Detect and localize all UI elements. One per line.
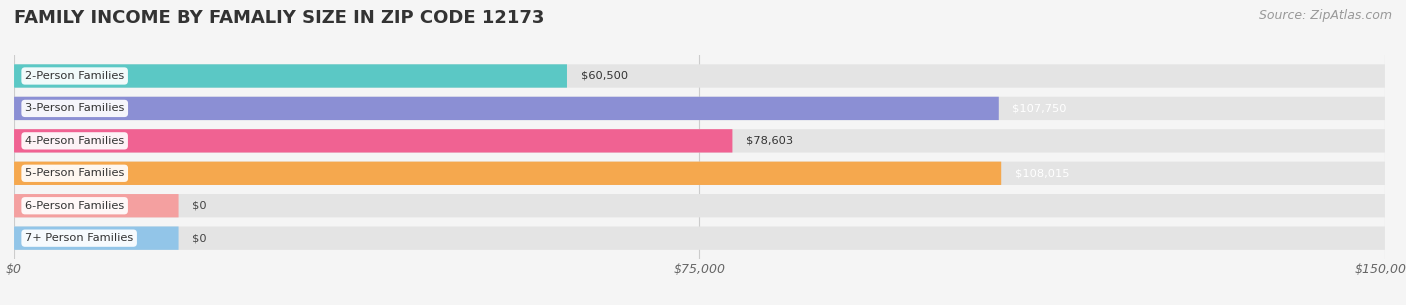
- Text: Source: ZipAtlas.com: Source: ZipAtlas.com: [1258, 9, 1392, 22]
- Text: FAMILY INCOME BY FAMALIY SIZE IN ZIP CODE 12173: FAMILY INCOME BY FAMALIY SIZE IN ZIP COD…: [14, 9, 544, 27]
- Text: $108,015: $108,015: [1015, 168, 1070, 178]
- Text: 4-Person Families: 4-Person Families: [25, 136, 124, 146]
- Text: 2-Person Families: 2-Person Families: [25, 71, 124, 81]
- Text: $60,500: $60,500: [581, 71, 628, 81]
- Text: $0: $0: [193, 233, 207, 243]
- Text: $78,603: $78,603: [747, 136, 793, 146]
- FancyBboxPatch shape: [14, 227, 1385, 250]
- FancyBboxPatch shape: [14, 162, 1001, 185]
- FancyBboxPatch shape: [14, 227, 179, 250]
- Text: $0: $0: [193, 201, 207, 211]
- Text: 6-Person Families: 6-Person Families: [25, 201, 124, 211]
- FancyBboxPatch shape: [14, 129, 733, 152]
- FancyBboxPatch shape: [14, 194, 179, 217]
- Text: 3-Person Families: 3-Person Families: [25, 103, 124, 113]
- FancyBboxPatch shape: [14, 97, 1385, 120]
- FancyBboxPatch shape: [14, 64, 1385, 88]
- FancyBboxPatch shape: [14, 97, 998, 120]
- FancyBboxPatch shape: [14, 64, 567, 88]
- FancyBboxPatch shape: [14, 129, 1385, 152]
- FancyBboxPatch shape: [14, 194, 1385, 217]
- Text: 7+ Person Families: 7+ Person Families: [25, 233, 134, 243]
- FancyBboxPatch shape: [14, 162, 1385, 185]
- Text: 5-Person Families: 5-Person Families: [25, 168, 124, 178]
- Text: $107,750: $107,750: [1012, 103, 1067, 113]
